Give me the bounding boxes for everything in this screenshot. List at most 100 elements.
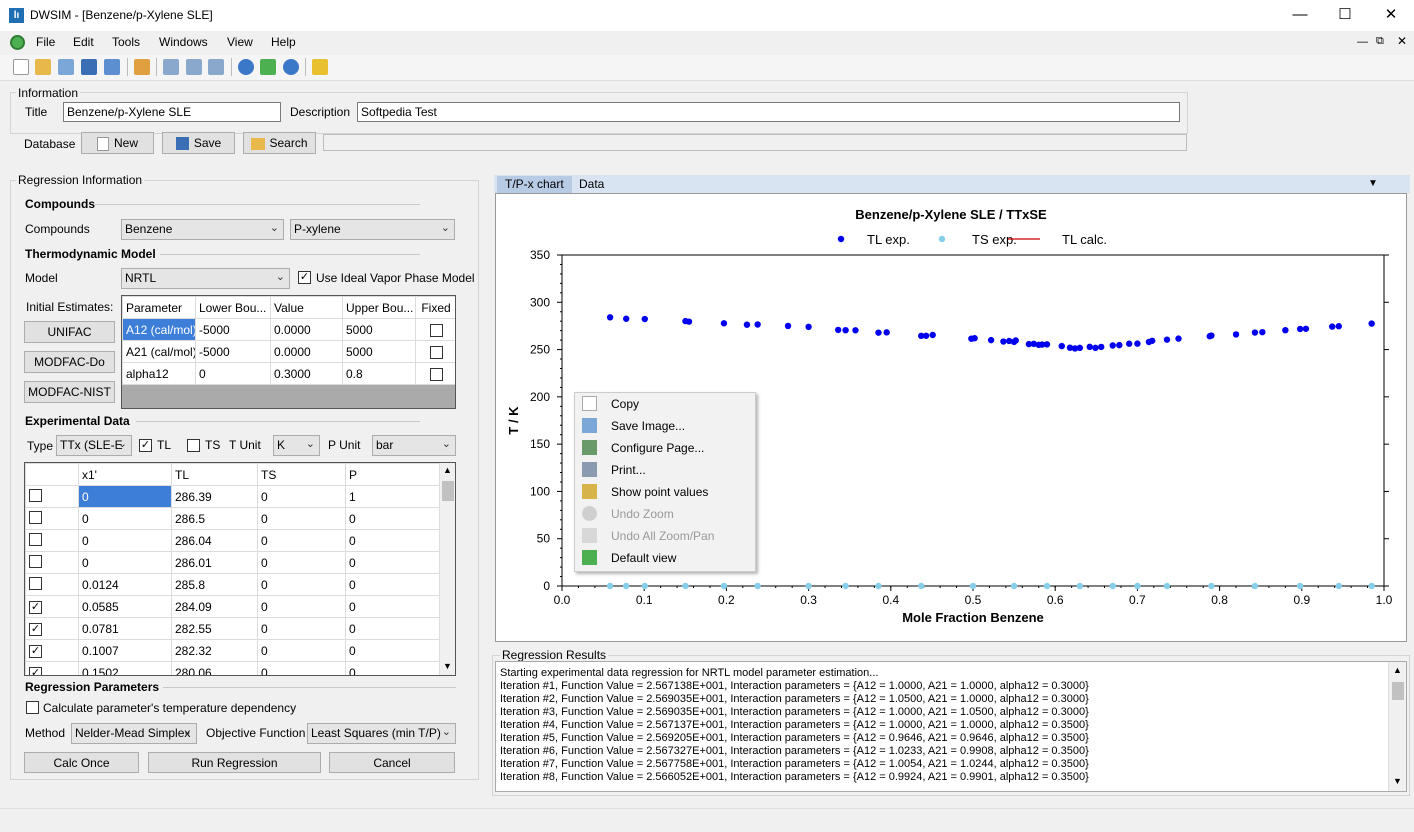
- new-file-icon[interactable]: [13, 59, 29, 75]
- row-checkbox[interactable]: ✓: [29, 623, 42, 636]
- about-icon[interactable]: [283, 59, 299, 75]
- tl-cell[interactable]: 286.39: [171, 485, 258, 508]
- ts-cell[interactable]: 0: [257, 573, 346, 596]
- menu-item-configure-page[interactable]: Configure Page...: [611, 441, 705, 455]
- database-new-button[interactable]: New: [81, 132, 154, 154]
- scroll-thumb[interactable]: [1392, 682, 1404, 700]
- tl-cell[interactable]: 282.32: [171, 639, 258, 662]
- tl-cell[interactable]: 286.01: [171, 551, 258, 574]
- minimize-button[interactable]: —: [1292, 6, 1308, 23]
- param-value-cell[interactable]: 0.0000: [270, 340, 343, 363]
- ts-cell[interactable]: 0: [257, 529, 346, 552]
- p-cell[interactable]: 0: [345, 595, 440, 618]
- row-checkbox[interactable]: ✓: [29, 667, 42, 675]
- x1-cell[interactable]: 0: [78, 529, 172, 552]
- tab-tp-x-chart[interactable]: T/P-x chart: [497, 176, 572, 193]
- menu-view[interactable]: View: [227, 35, 253, 49]
- menu-windows[interactable]: Windows: [159, 35, 208, 49]
- p-cell[interactable]: 0: [345, 507, 440, 530]
- compound2-select[interactable]: P-xylene ⌄: [290, 219, 455, 240]
- run-regression-button[interactable]: Run Regression: [148, 752, 321, 773]
- tl-cell[interactable]: 280.06: [171, 661, 258, 675]
- x1-cell[interactable]: 0: [78, 551, 172, 574]
- param-upper-cell[interactable]: 5000: [342, 318, 416, 341]
- scroll-up-icon[interactable]: ▲: [1393, 665, 1402, 675]
- row-checkbox[interactable]: ✓: [29, 645, 42, 658]
- menu-item-save-image[interactable]: Save Image...: [611, 419, 686, 433]
- update-icon[interactable]: [312, 59, 328, 75]
- edit-icon[interactable]: [134, 59, 150, 75]
- param-lower-cell[interactable]: -5000: [195, 340, 271, 363]
- save-all-icon[interactable]: [104, 59, 120, 75]
- menu-edit[interactable]: Edit: [73, 35, 94, 49]
- objective-function-select[interactable]: Least Squares (min T/P) ⌄: [307, 723, 456, 744]
- ts-cell[interactable]: 0: [257, 485, 346, 508]
- ts-cell[interactable]: 0: [257, 639, 346, 662]
- tl-cell[interactable]: 286.5: [171, 507, 258, 530]
- x1-cell[interactable]: 0: [78, 485, 172, 508]
- param-name-cell[interactable]: A21 (cal/mol): [122, 340, 196, 363]
- param-lower-cell[interactable]: -5000: [195, 318, 271, 341]
- row-checkbox[interactable]: [29, 488, 42, 502]
- ts-cell[interactable]: 0: [257, 595, 346, 618]
- modfac-do-button[interactable]: MODFAC-Do: [24, 351, 115, 373]
- open-folder-icon[interactable]: [35, 59, 51, 75]
- unifac-button[interactable]: UNIFAC: [24, 321, 115, 343]
- data-type-select[interactable]: TTx (SLE-E ⌄: [56, 435, 132, 456]
- p-cell[interactable]: 0: [345, 661, 440, 675]
- x1-cell[interactable]: 0.0124: [78, 573, 172, 596]
- param-name-cell[interactable]: alpha12: [122, 362, 196, 385]
- p-cell[interactable]: 0: [345, 639, 440, 662]
- compound1-select[interactable]: Benzene ⌄: [121, 219, 284, 240]
- tl-cell[interactable]: 284.09: [171, 595, 258, 618]
- row-checkbox[interactable]: [29, 510, 42, 524]
- fixed-checkbox[interactable]: [429, 367, 443, 381]
- database-path-field[interactable]: [323, 134, 1187, 151]
- p-cell[interactable]: 0: [345, 529, 440, 552]
- ts-checkbox[interactable]: [187, 439, 200, 452]
- x1-cell[interactable]: 0.1007: [78, 639, 172, 662]
- x1-cell[interactable]: 0.0585: [78, 595, 172, 618]
- p-cell[interactable]: 0: [345, 551, 440, 574]
- modfac-nist-button[interactable]: MODFAC-NIST: [24, 381, 115, 403]
- p-unit-select[interactable]: bar ⌄: [372, 435, 456, 456]
- fixed-checkbox[interactable]: [429, 345, 443, 359]
- param-value-cell[interactable]: 0.3000: [270, 362, 343, 385]
- param-upper-cell[interactable]: 0.8: [342, 362, 416, 385]
- help-icon[interactable]: [238, 59, 254, 75]
- ideal-vapor-checkbox[interactable]: ✓: [298, 271, 311, 284]
- scroll-thumb[interactable]: [442, 481, 454, 501]
- plugin-icon[interactable]: [260, 59, 276, 75]
- mdi-close-icon[interactable]: ✕: [1397, 34, 1408, 48]
- calc-temp-dependency-checkbox[interactable]: [26, 701, 39, 714]
- row-checkbox[interactable]: [29, 532, 42, 546]
- menu-help[interactable]: Help: [271, 35, 296, 49]
- param-upper-cell[interactable]: 5000: [342, 340, 416, 363]
- results-scrollbar[interactable]: ▲ ▼: [1388, 662, 1406, 791]
- description-input[interactable]: Softpedia Test: [357, 102, 1180, 122]
- database-search-button[interactable]: Search: [243, 132, 316, 154]
- model-select[interactable]: NRTL ⌄: [121, 268, 290, 289]
- menu-item-default-view[interactable]: Default view: [611, 551, 677, 565]
- row-checkbox[interactable]: ✓: [29, 601, 42, 614]
- scroll-up-icon[interactable]: ▲: [443, 465, 452, 475]
- maximize-button[interactable]: ☐: [1338, 6, 1352, 23]
- menu-file[interactable]: File: [36, 35, 56, 49]
- cancel-button[interactable]: Cancel: [329, 752, 455, 773]
- cascade-windows-icon[interactable]: [163, 59, 179, 75]
- x1-cell[interactable]: 0: [78, 507, 172, 530]
- exp-grid-scrollbar[interactable]: ▲ ▼: [439, 463, 455, 675]
- title-input[interactable]: Benzene/p-Xylene SLE: [63, 102, 281, 122]
- t-unit-select[interactable]: K ⌄: [273, 435, 320, 456]
- param-lower-cell[interactable]: 0: [195, 362, 271, 385]
- scroll-down-icon[interactable]: ▼: [1393, 776, 1402, 786]
- ts-cell[interactable]: 0: [257, 661, 346, 675]
- row-checkbox[interactable]: [29, 576, 42, 590]
- scroll-down-icon[interactable]: ▼: [443, 661, 452, 671]
- tab-list-dropdown-icon[interactable]: ▼: [1368, 178, 1378, 189]
- p-cell[interactable]: 0: [345, 573, 440, 596]
- open-sample-icon[interactable]: [58, 59, 74, 75]
- tl-cell[interactable]: 282.55: [171, 617, 258, 640]
- menu-item-print[interactable]: Print...: [611, 463, 646, 477]
- ts-cell[interactable]: 0: [257, 617, 346, 640]
